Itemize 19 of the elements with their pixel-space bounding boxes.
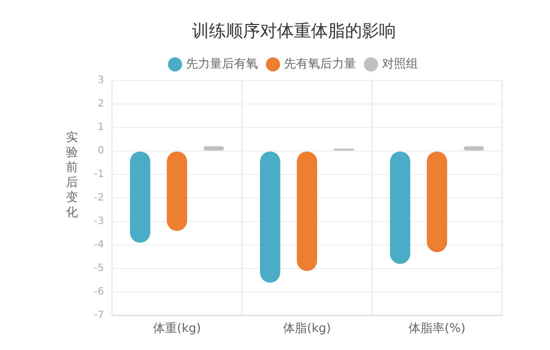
y-tick-label: -1: [94, 169, 104, 180]
x-tick-label: 体脂(kg): [283, 320, 331, 335]
y-tick-label: -5: [94, 263, 104, 274]
y-tick-label: 1: [98, 122, 104, 134]
legend-label: 先力量后有氧: [186, 56, 258, 71]
legend-label: 先有氧后力量: [284, 56, 356, 71]
y-tick-label: -2: [94, 192, 104, 204]
y-tick-label: -3: [94, 216, 104, 228]
y-tick-label: 2: [98, 98, 104, 110]
y-tick-label: -6: [94, 286, 104, 298]
legend-label: 对照组: [382, 56, 418, 71]
chart-title: 训练顺序对体重体脂的影响: [192, 22, 396, 42]
y-tick-label: -7: [94, 310, 104, 322]
y-tick-label: 3: [98, 74, 104, 86]
y-tick-label: -4: [94, 240, 104, 251]
x-tick-label: 体脂率(%): [408, 320, 466, 335]
x-tick-label: 体重(kg): [153, 320, 201, 335]
y-axis-title: 实验前后变化: [66, 130, 78, 220]
y-tick-label: 0: [98, 146, 104, 157]
